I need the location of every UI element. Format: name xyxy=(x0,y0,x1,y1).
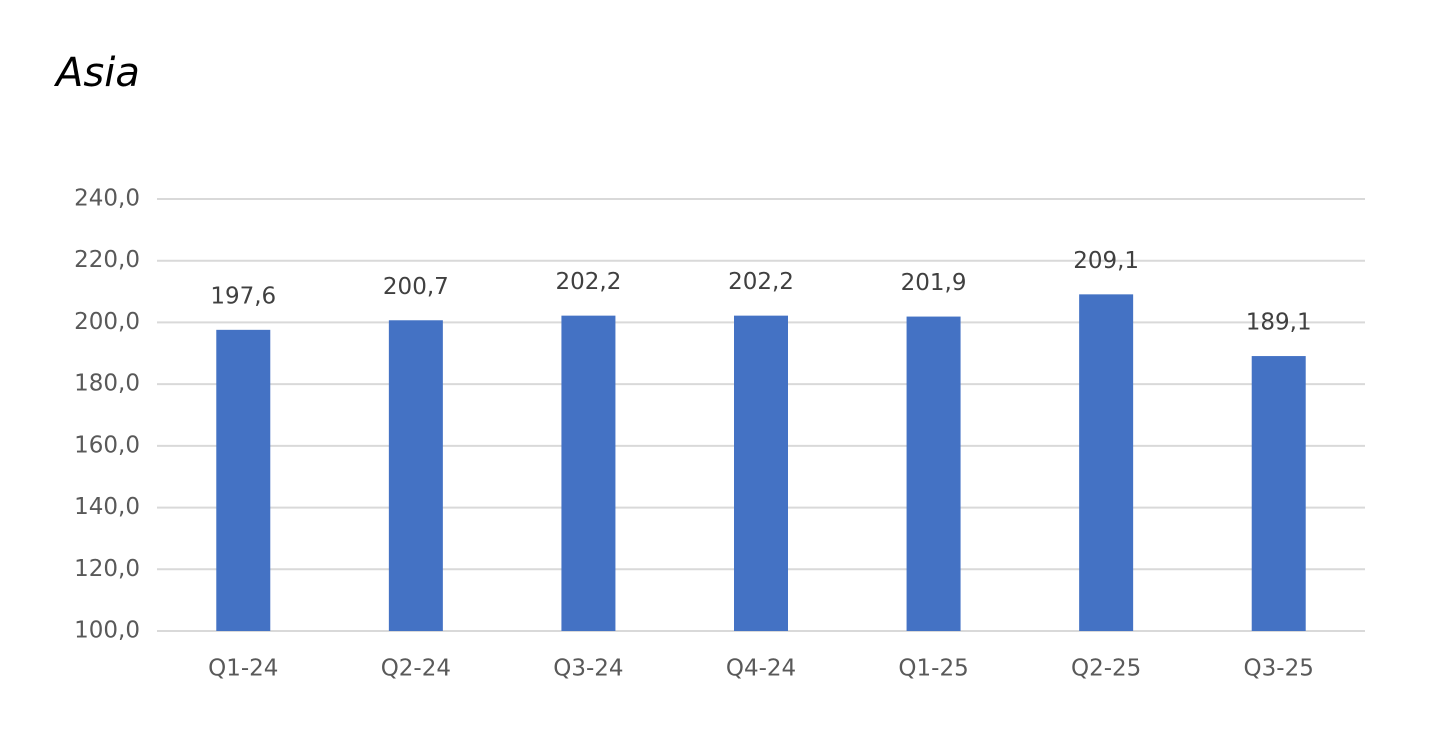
value-label: 197,6 xyxy=(210,283,276,309)
x-tick-label: Q3-25 xyxy=(1244,656,1314,682)
x-tick-label: Q2-24 xyxy=(381,656,451,682)
chart-title: Asia xyxy=(53,50,140,96)
bar xyxy=(388,320,443,631)
y-tick-label: 100,0 xyxy=(74,618,140,644)
x-tick-label: Q2-25 xyxy=(1071,656,1141,682)
value-label: 202,2 xyxy=(555,269,621,295)
y-tick-label: 240,0 xyxy=(74,186,140,212)
x-tick-label: Q3-24 xyxy=(553,656,623,682)
x-tick-label: Q1-25 xyxy=(898,656,968,682)
bar xyxy=(561,315,616,631)
bar xyxy=(1251,356,1306,631)
value-label: 202,2 xyxy=(728,269,794,295)
x-tick-label: Q1-24 xyxy=(208,656,278,682)
bar xyxy=(906,316,961,631)
value-label: 201,9 xyxy=(901,270,967,296)
value-label: 200,7 xyxy=(383,274,449,300)
value-label: 189,1 xyxy=(1246,310,1312,336)
bar xyxy=(734,315,788,631)
y-tick-label: 160,0 xyxy=(74,432,140,458)
y-tick-label: 120,0 xyxy=(74,556,140,582)
x-tick-label: Q4-24 xyxy=(726,656,796,682)
y-tick-label: 220,0 xyxy=(74,247,140,273)
y-tick-label: 140,0 xyxy=(74,494,140,520)
y-tick-label: 180,0 xyxy=(74,371,140,397)
value-label: 209,1 xyxy=(1073,248,1139,274)
bar xyxy=(1079,294,1134,631)
y-tick-label: 200,0 xyxy=(74,309,140,335)
bar xyxy=(216,329,271,631)
